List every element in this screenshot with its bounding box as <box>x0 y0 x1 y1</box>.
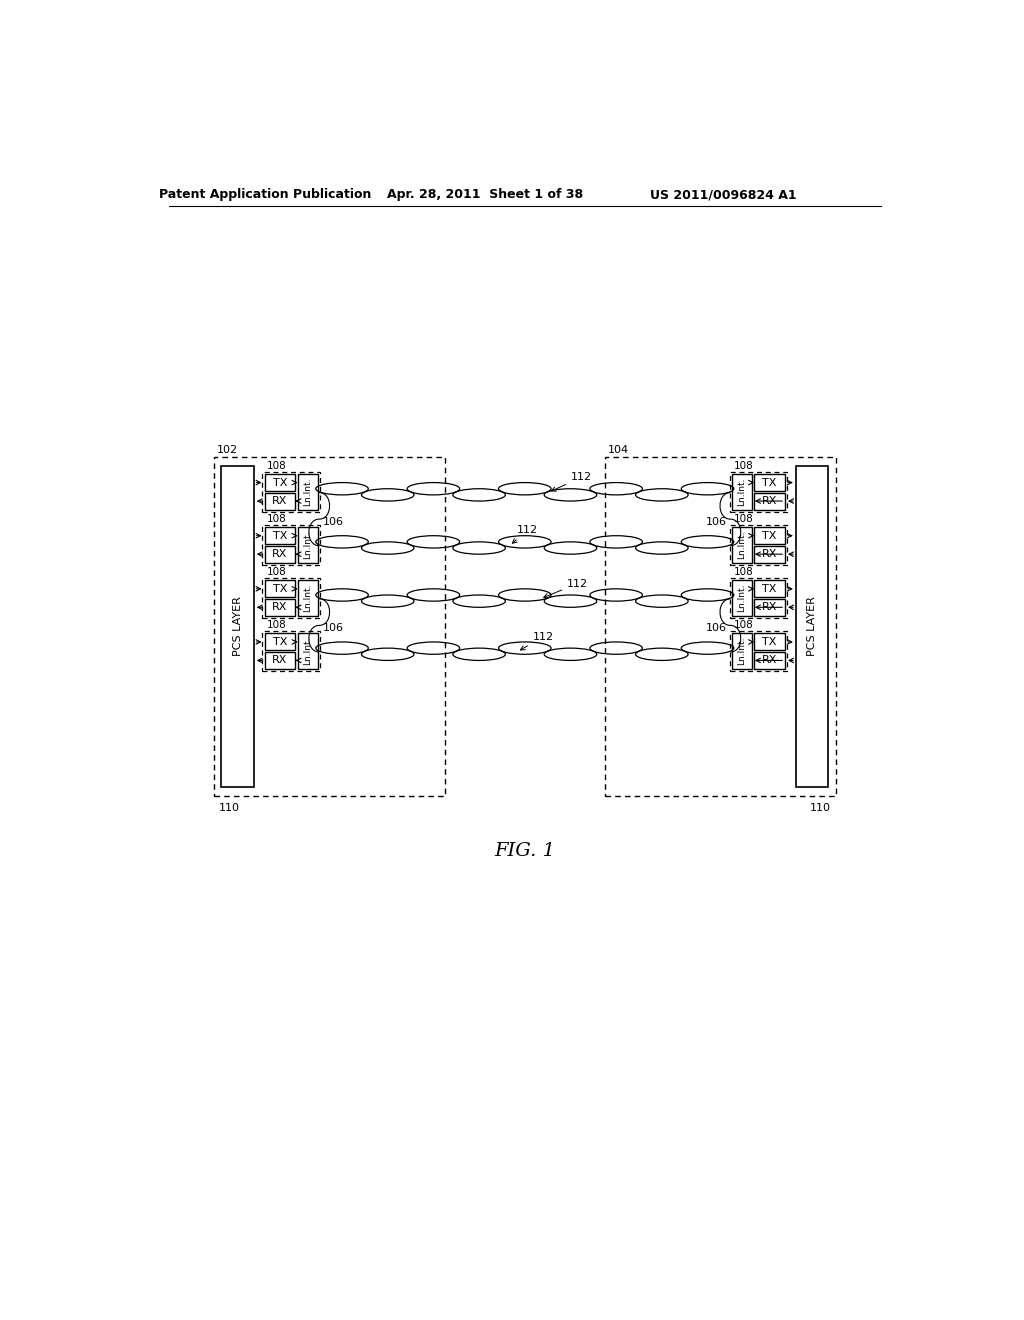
Text: Ln.Int.: Ln.Int. <box>303 531 312 560</box>
Text: 108: 108 <box>734 461 754 471</box>
Text: 108: 108 <box>267 461 287 471</box>
Text: RX: RX <box>272 602 288 612</box>
Bar <box>755 474 785 491</box>
Bar <box>755 545 785 562</box>
Bar <box>264 527 295 544</box>
Text: 106: 106 <box>323 517 344 527</box>
Bar <box>755 599 785 615</box>
Bar <box>730 525 787 565</box>
Text: 110: 110 <box>218 804 240 813</box>
Text: TX: TX <box>763 531 777 541</box>
Text: Apr. 28, 2011  Sheet 1 of 38: Apr. 28, 2011 Sheet 1 of 38 <box>387 187 583 201</box>
Bar <box>755 634 785 651</box>
Text: Ln.Int.: Ln.Int. <box>737 583 746 612</box>
Text: RX: RX <box>272 549 288 560</box>
Bar <box>298 581 317 615</box>
Text: Ln.Int.: Ln.Int. <box>303 638 312 665</box>
Bar <box>732 581 752 615</box>
Text: TX: TX <box>763 478 777 487</box>
Bar <box>298 474 317 510</box>
Text: Ln.Int.: Ln.Int. <box>737 638 746 665</box>
Bar <box>264 599 295 615</box>
Bar <box>796 466 828 787</box>
Bar <box>264 545 295 562</box>
Text: 112: 112 <box>544 578 588 598</box>
Bar <box>298 634 317 669</box>
Text: 108: 108 <box>734 513 754 524</box>
Text: 108: 108 <box>267 620 287 630</box>
Text: 112: 112 <box>551 473 592 491</box>
Text: PCS LAYER: PCS LAYER <box>807 597 817 656</box>
Text: TX: TX <box>272 583 287 594</box>
Text: RX: RX <box>762 602 777 612</box>
Text: RX: RX <box>762 656 777 665</box>
Text: Ln.Int.: Ln.Int. <box>303 583 312 612</box>
Bar <box>730 631 787 671</box>
Text: Ln.Int.: Ln.Int. <box>737 531 746 560</box>
Text: 108: 108 <box>734 620 754 630</box>
Text: 112: 112 <box>520 632 554 649</box>
Text: Ln.Int.: Ln.Int. <box>737 478 746 506</box>
Bar <box>755 581 785 598</box>
Bar <box>755 527 785 544</box>
Bar <box>262 471 319 512</box>
Text: 104: 104 <box>608 445 629 455</box>
Bar <box>605 457 836 796</box>
Bar <box>732 527 752 562</box>
Bar <box>732 474 752 510</box>
Text: US 2011/0096824 A1: US 2011/0096824 A1 <box>650 187 797 201</box>
Text: 110: 110 <box>810 804 831 813</box>
Bar <box>755 492 785 510</box>
Bar <box>730 471 787 512</box>
Bar <box>298 527 317 562</box>
Bar <box>262 631 319 671</box>
Bar <box>264 581 295 598</box>
Text: 102: 102 <box>217 445 238 455</box>
Text: 108: 108 <box>267 513 287 524</box>
Text: TX: TX <box>763 638 777 647</box>
Bar <box>264 474 295 491</box>
Bar <box>262 525 319 565</box>
Text: 108: 108 <box>267 566 287 577</box>
Text: FIG. 1: FIG. 1 <box>495 842 555 861</box>
Text: 112: 112 <box>512 525 539 544</box>
Bar <box>755 652 785 669</box>
Text: PCS LAYER: PCS LAYER <box>232 597 243 656</box>
Text: RX: RX <box>762 549 777 560</box>
Bar <box>264 492 295 510</box>
Bar <box>732 634 752 669</box>
Text: Patent Application Publication: Patent Application Publication <box>159 187 372 201</box>
Text: TX: TX <box>272 638 287 647</box>
Text: 106: 106 <box>323 623 344 634</box>
Bar <box>221 466 254 787</box>
Bar <box>730 578 787 618</box>
Text: 106: 106 <box>706 623 727 634</box>
Text: 108: 108 <box>734 566 754 577</box>
Text: TX: TX <box>272 531 287 541</box>
Text: TX: TX <box>272 478 287 487</box>
Text: RX: RX <box>762 496 777 506</box>
Text: TX: TX <box>763 583 777 594</box>
Text: Ln.Int.: Ln.Int. <box>303 478 312 506</box>
Bar <box>264 634 295 651</box>
Text: 106: 106 <box>706 517 727 527</box>
Bar <box>214 457 444 796</box>
Text: RX: RX <box>272 496 288 506</box>
Text: RX: RX <box>272 656 288 665</box>
Bar <box>262 578 319 618</box>
Bar <box>264 652 295 669</box>
